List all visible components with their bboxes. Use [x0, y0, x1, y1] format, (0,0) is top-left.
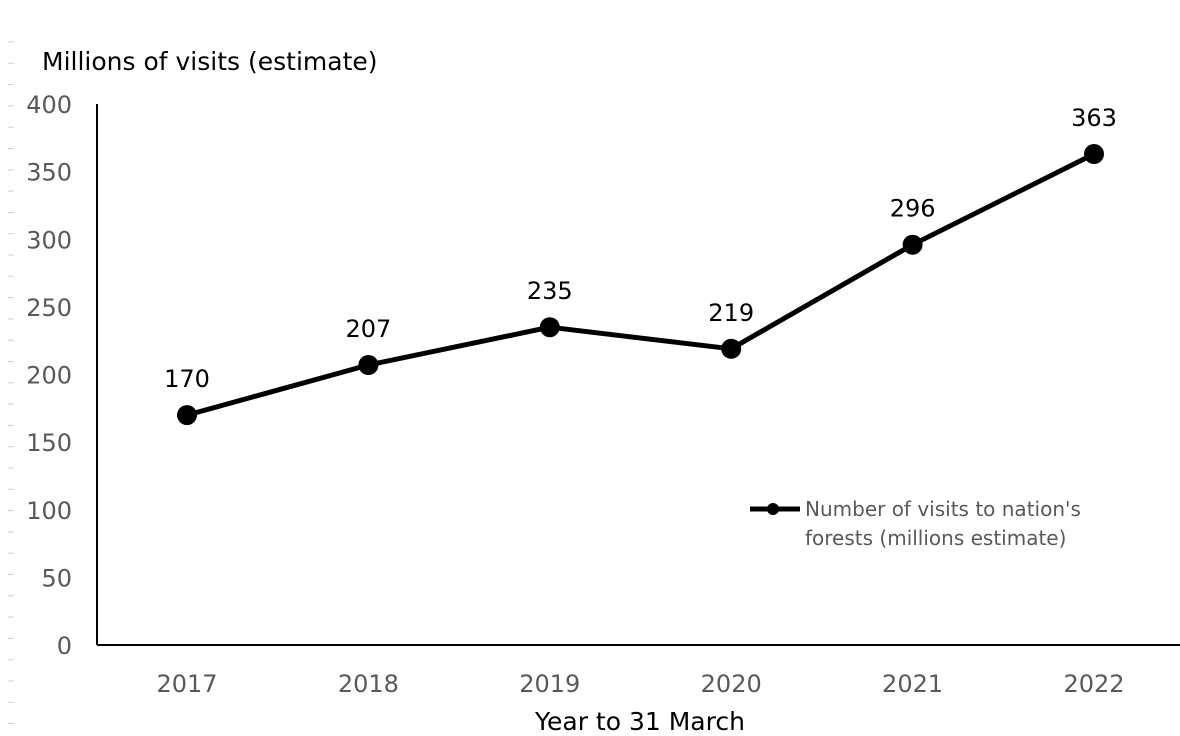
y-tick-label: 400	[26, 91, 72, 119]
legend-label-line-1: Number of visits to nation's	[805, 497, 1081, 521]
y-tick-label: 150	[26, 429, 72, 457]
x-tick-label: 2019	[519, 670, 580, 698]
legend-label-line-2: forests (millions estimate)	[805, 526, 1066, 550]
y-tick-label: 200	[26, 362, 72, 390]
data-label: 170	[164, 365, 210, 393]
left-edge-marks	[8, 41, 14, 725]
data-label: 363	[1071, 104, 1117, 132]
data-label: 207	[345, 315, 391, 343]
y-axis-title: Millions of visits (estimate)	[42, 47, 378, 76]
x-axis-title: Year to 31 March	[534, 707, 745, 736]
y-tick-label: 0	[57, 632, 72, 660]
y-tick-label: 350	[26, 159, 72, 187]
y-tick-label: 250	[26, 294, 72, 322]
series-visits	[177, 144, 1104, 426]
data-point	[1084, 144, 1104, 164]
y-tick-label: 100	[26, 497, 72, 525]
x-tick-label: 2018	[338, 670, 399, 698]
data-point	[539, 317, 560, 338]
x-tick-label: 2021	[882, 670, 943, 698]
x-tick-label: 2017	[156, 670, 217, 698]
data-point	[358, 355, 379, 375]
data-point	[721, 338, 742, 359]
x-tick-label: 2022	[1063, 670, 1124, 698]
data-point	[177, 405, 197, 426]
x-tick-label: 2020	[701, 670, 762, 698]
data-label: 219	[708, 299, 754, 327]
data-label: 296	[890, 195, 936, 223]
y-tick-label: 300	[26, 226, 72, 254]
legend: Number of visits to nation's forests (mi…	[750, 497, 1081, 550]
y-tick-labels: 0 50 100 150 200 250 300 350 400	[26, 91, 72, 660]
data-label: 235	[527, 277, 573, 305]
data-labels: 170 207 235 219 296 363	[164, 104, 1117, 393]
data-point	[902, 234, 923, 255]
x-tick-labels: 2017 2018 2019 2020 2021 2022	[156, 670, 1124, 698]
y-tick-label: 50	[41, 564, 72, 592]
series-line	[186, 151, 1096, 418]
legend-swatch-marker	[767, 503, 779, 515]
